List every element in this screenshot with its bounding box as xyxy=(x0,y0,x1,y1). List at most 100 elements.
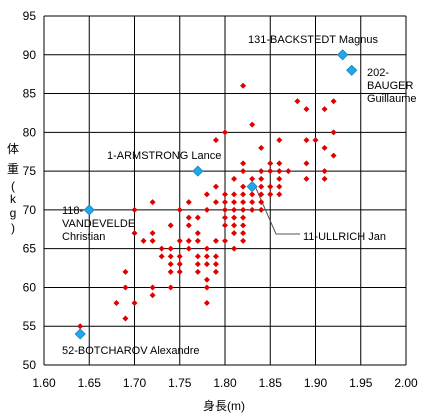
y-tick-label: 70 xyxy=(23,203,37,217)
rider-point xyxy=(303,137,310,144)
y-tick-label: 90 xyxy=(23,48,37,62)
rider-point xyxy=(240,237,247,244)
rider-point xyxy=(158,245,165,252)
x-tick-label: 1.85 xyxy=(259,376,283,390)
rider-point xyxy=(203,284,210,291)
y-axis-title-char: g xyxy=(10,206,17,220)
point-label-line: 118- xyxy=(62,205,84,217)
point-label: 11-ULLRICH Jan xyxy=(303,231,386,243)
rider-point xyxy=(285,168,292,175)
highlighted-points xyxy=(74,49,358,340)
rider-point xyxy=(240,214,247,221)
rider-point xyxy=(240,168,247,175)
rider-point xyxy=(276,160,283,167)
rider-point xyxy=(258,175,265,182)
rider-point xyxy=(231,175,238,182)
rider-point xyxy=(330,152,337,159)
rider-point xyxy=(176,237,183,244)
rider-point xyxy=(240,160,247,167)
rider-point xyxy=(222,222,228,229)
rider-point xyxy=(176,253,183,260)
rider-point xyxy=(222,237,228,244)
rider-point xyxy=(212,137,219,144)
y-axis-ticks: 50 55 60 65 70 75 80 85 90 95 xyxy=(23,9,37,372)
rider-point xyxy=(249,199,256,206)
point-label-line: 131-BACKSTEDT Magnus xyxy=(248,34,379,46)
point-label-line: Christian xyxy=(62,231,105,243)
rider-point xyxy=(240,191,247,198)
rider-point xyxy=(131,299,138,306)
y-tick-label: 95 xyxy=(23,9,37,23)
rider-point xyxy=(303,160,310,167)
rider-point xyxy=(167,268,174,275)
rider-point xyxy=(258,168,265,175)
y-axis-title-char: 体 xyxy=(7,142,19,156)
rider-point xyxy=(194,214,201,221)
rider-point xyxy=(167,245,174,252)
rider-point xyxy=(276,183,283,190)
rider-point xyxy=(212,199,219,206)
data-points xyxy=(77,82,337,330)
rider-point xyxy=(176,206,183,213)
rider-point xyxy=(222,206,228,213)
rider-point xyxy=(203,276,210,283)
rider-point xyxy=(258,199,265,206)
y-tick-label: 85 xyxy=(23,87,37,101)
rider-point xyxy=(321,144,328,151)
rider-point xyxy=(231,230,238,237)
x-axis-title: 身長(m) xyxy=(203,398,245,413)
rider-point xyxy=(203,299,210,306)
point-label: 52-BOTCHAROV Alexandre xyxy=(62,345,200,357)
rider-point xyxy=(149,237,156,244)
y-axis-title-char: ) xyxy=(11,221,15,235)
rider-point xyxy=(240,230,247,237)
rider-point xyxy=(240,82,247,89)
rider-point xyxy=(194,253,201,260)
point-label-line: BAUGER xyxy=(367,80,414,92)
rider-point xyxy=(203,253,210,260)
rider-point xyxy=(185,199,192,206)
rider-point xyxy=(167,261,174,268)
rider-point xyxy=(149,292,156,299)
rider-point xyxy=(113,299,120,306)
rider-point xyxy=(249,191,256,198)
rider-point xyxy=(203,261,210,268)
rider-point xyxy=(167,284,174,291)
rider-point xyxy=(212,268,219,275)
y-axis-title-char: ( xyxy=(11,179,15,193)
rider-point xyxy=(240,199,247,206)
highlight-point xyxy=(83,204,95,216)
rider-point xyxy=(203,245,210,252)
rider-point xyxy=(321,168,328,175)
highlight-point xyxy=(74,328,86,340)
x-tick-label: 2.00 xyxy=(394,376,418,390)
rider-point xyxy=(276,137,283,144)
y-axis-title: 体重 (kg) xyxy=(7,142,19,235)
rider-point xyxy=(167,253,174,260)
highlight-point xyxy=(337,49,349,61)
x-tick-label: 1.90 xyxy=(304,376,328,390)
highlight-point xyxy=(246,181,258,193)
point-label: 118-VANDEVELDE Christian xyxy=(62,205,135,243)
point-label-line: Guillaume xyxy=(367,93,417,105)
rider-point xyxy=(149,199,156,206)
rider-point xyxy=(222,191,228,198)
rider-point xyxy=(267,160,274,167)
y-tick-label: 60 xyxy=(23,280,37,294)
rider-point xyxy=(330,129,337,136)
rider-point xyxy=(222,199,228,206)
rider-point xyxy=(185,214,192,221)
highlight-point xyxy=(192,165,204,177)
rider-point xyxy=(330,98,337,105)
rider-point xyxy=(212,253,219,260)
rider-point xyxy=(122,268,129,275)
rider-point xyxy=(249,206,256,213)
rider-point xyxy=(249,121,256,128)
point-label-line: 52-BOTCHAROV Alexandre xyxy=(62,345,200,357)
rider-point xyxy=(131,206,138,213)
point-label-line: 11-ULLRICH Jan xyxy=(303,231,386,243)
point-label: 131-BACKSTEDT Magnus xyxy=(248,34,379,46)
x-tick-label: 1.75 xyxy=(168,376,192,390)
x-tick-label: 1.95 xyxy=(349,376,373,390)
